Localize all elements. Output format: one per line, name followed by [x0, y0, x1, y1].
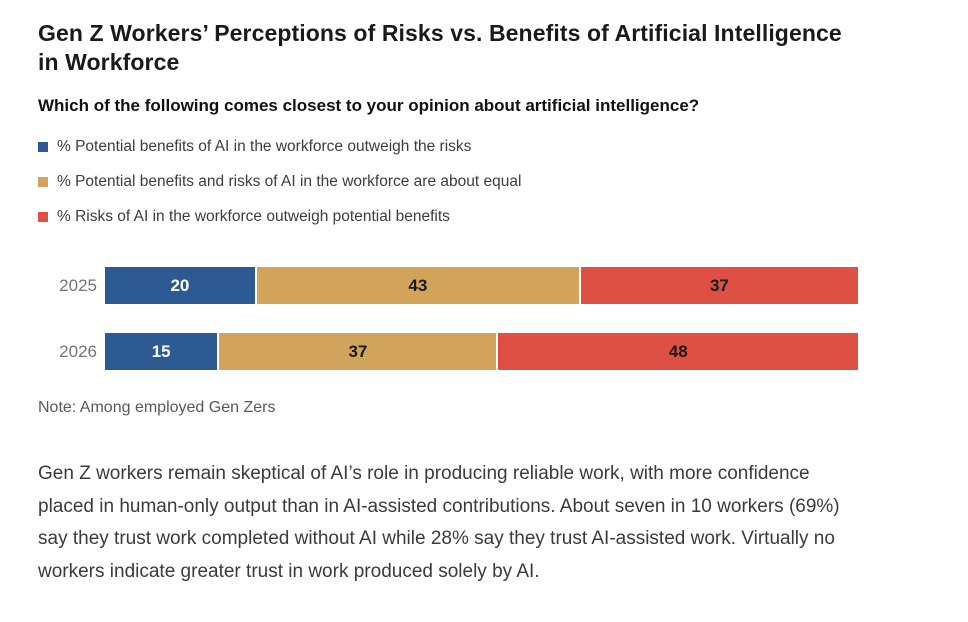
- survey-question: Which of the following comes closest to …: [38, 96, 700, 115]
- bar-row-2025: 2025 20 43 37: [38, 267, 938, 304]
- category-label-2026: 2026: [59, 341, 97, 361]
- body-paragraph: Gen Z workers remain skeptical of AI’s r…: [38, 463, 840, 582]
- legend-label-about-equal: % Potential benefits and risks of AI in …: [57, 173, 522, 190]
- legend-swatch-gold: [38, 177, 48, 187]
- bar-segment-2026-1: 37: [219, 333, 497, 370]
- chart-legend: % Potential benefits of AI in the workfo…: [38, 137, 938, 227]
- bar-segment-2025-1: 43: [256, 267, 579, 304]
- legend-item-benefits-outweigh: % Potential benefits of AI in the workfo…: [38, 137, 938, 157]
- legend-label-risks-outweigh: % Risks of AI in the workforce outweigh …: [57, 208, 450, 225]
- bar-track-2026: 15 37 48: [105, 333, 858, 370]
- page-title: Gen Z Workers’ Perceptions of Risks vs. …: [38, 19, 938, 77]
- bar-row-2026: 2026 15 37 48: [38, 333, 938, 370]
- legend-swatch-red: [38, 212, 48, 222]
- legend-label-benefits-outweigh: % Potential benefits of AI in the workfo…: [57, 138, 472, 155]
- legend-swatch-blue: [38, 142, 48, 152]
- page-title-line2: in Workforce: [38, 49, 180, 75]
- bar-segment-2025-2: 37: [580, 267, 858, 304]
- page-title-line1: Gen Z Workers’ Perceptions of Risks vs. …: [38, 20, 842, 46]
- legend-item-about-equal: % Potential benefits and risks of AI in …: [38, 172, 938, 192]
- bar-segment-2025-0: 20: [105, 267, 255, 304]
- report-page: Gen Z Workers’ Perceptions of Risks vs. …: [38, 19, 938, 582]
- bar-track-2025: 20 43 37: [105, 267, 858, 304]
- category-label-2025: 2025: [59, 275, 97, 295]
- chart-note: Note: Among employed Gen Zers: [38, 399, 276, 416]
- legend-item-risks-outweigh: % Risks of AI in the workforce outweigh …: [38, 207, 938, 227]
- stacked-bar-chart: 2025 20 43 37 2026 15 37 48: [38, 267, 938, 370]
- bar-segment-2026-2: 48: [498, 333, 858, 370]
- bar-segment-2026-0: 15: [105, 333, 218, 370]
